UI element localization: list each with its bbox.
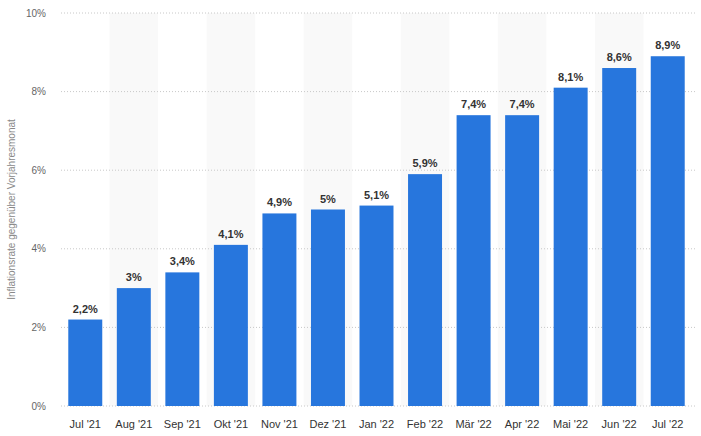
x-tick-label: Apr '22 (505, 418, 540, 430)
band (401, 13, 450, 406)
data-label: 5,9% (412, 157, 437, 169)
y-tick-label: 0% (32, 401, 47, 412)
bar (554, 88, 588, 406)
y-tick-label: 4% (32, 243, 47, 254)
x-tick-label: Aug '21 (115, 418, 152, 430)
x-tick-label: Jan '22 (359, 418, 394, 430)
x-tick-label: Jul '22 (652, 418, 683, 430)
bar (505, 115, 539, 406)
background-bands (110, 13, 644, 406)
bar (360, 206, 394, 406)
data-label: 5% (320, 193, 336, 205)
bar (457, 115, 491, 406)
labels: 2,2% 3% 3,4% 4,1% 4,9% 5% 5,1% 5,9% 7,4% 7,4% 8,1%… (73, 39, 681, 314)
band (595, 13, 644, 406)
bar (262, 213, 296, 406)
band (110, 13, 159, 406)
data-label: 3,4% (170, 255, 195, 267)
x-tick-label: Jun '22 (602, 418, 637, 430)
bar (602, 68, 636, 406)
y-tick-label: 6% (32, 165, 47, 176)
x-tick-label: Nov '21 (261, 418, 298, 430)
data-label: 2,2% (73, 303, 98, 315)
y-tick-label: 10% (26, 8, 46, 19)
data-label: 7,4% (461, 98, 486, 110)
grid-line (61, 13, 695, 14)
x-tick-label: Dez '21 (309, 418, 346, 430)
y-ticks: 0% 2% 4% 6% 8% 10% (26, 8, 46, 412)
x-ticks: Jul '21 Aug '21 Sep '21 Okt '21 Nov '21 Dez '… (70, 418, 684, 430)
x-tick-label: Mär '22 (455, 418, 491, 430)
bar (117, 288, 151, 406)
bars (68, 56, 684, 406)
data-label: 8,9% (655, 39, 680, 51)
data-label: 3% (126, 271, 142, 283)
grid (61, 13, 695, 406)
x-tick-label: Okt '21 (214, 418, 249, 430)
y-tick-label: 8% (32, 86, 47, 97)
data-label: 4,9% (267, 196, 292, 208)
bar (651, 56, 685, 406)
data-label: 8,1% (558, 71, 583, 83)
bar (408, 174, 442, 406)
grid-line (61, 170, 695, 171)
y-tick-label: 2% (32, 322, 47, 333)
x-tick-label: Mai '22 (553, 418, 588, 430)
chart-container: 0% 2% 4% 6% 8% 10% Inflationsrate gegenüber Vo… (0, 0, 701, 436)
band (207, 13, 256, 406)
data-label: 8,6% (607, 51, 632, 63)
band (498, 13, 547, 406)
x-tick-label: Jul '21 (70, 418, 101, 430)
data-label: 7,4% (510, 98, 535, 110)
data-label: 5,1% (364, 189, 389, 201)
bar (214, 245, 248, 406)
bar (68, 320, 102, 406)
bar (165, 272, 199, 406)
y-axis-title: Inflationsrate gegenüber Vorjahresmonat (6, 119, 17, 300)
chart-svg: 0% 2% 4% 6% 8% 10% Inflationsrate gegenüber Vo… (0, 0, 701, 436)
x-tick-label: Sep '21 (164, 418, 201, 430)
data-label: 4,1% (218, 228, 243, 240)
grid-line (61, 91, 695, 92)
band (304, 13, 353, 406)
bar (311, 210, 345, 407)
x-tick-label: Feb '22 (407, 418, 443, 430)
